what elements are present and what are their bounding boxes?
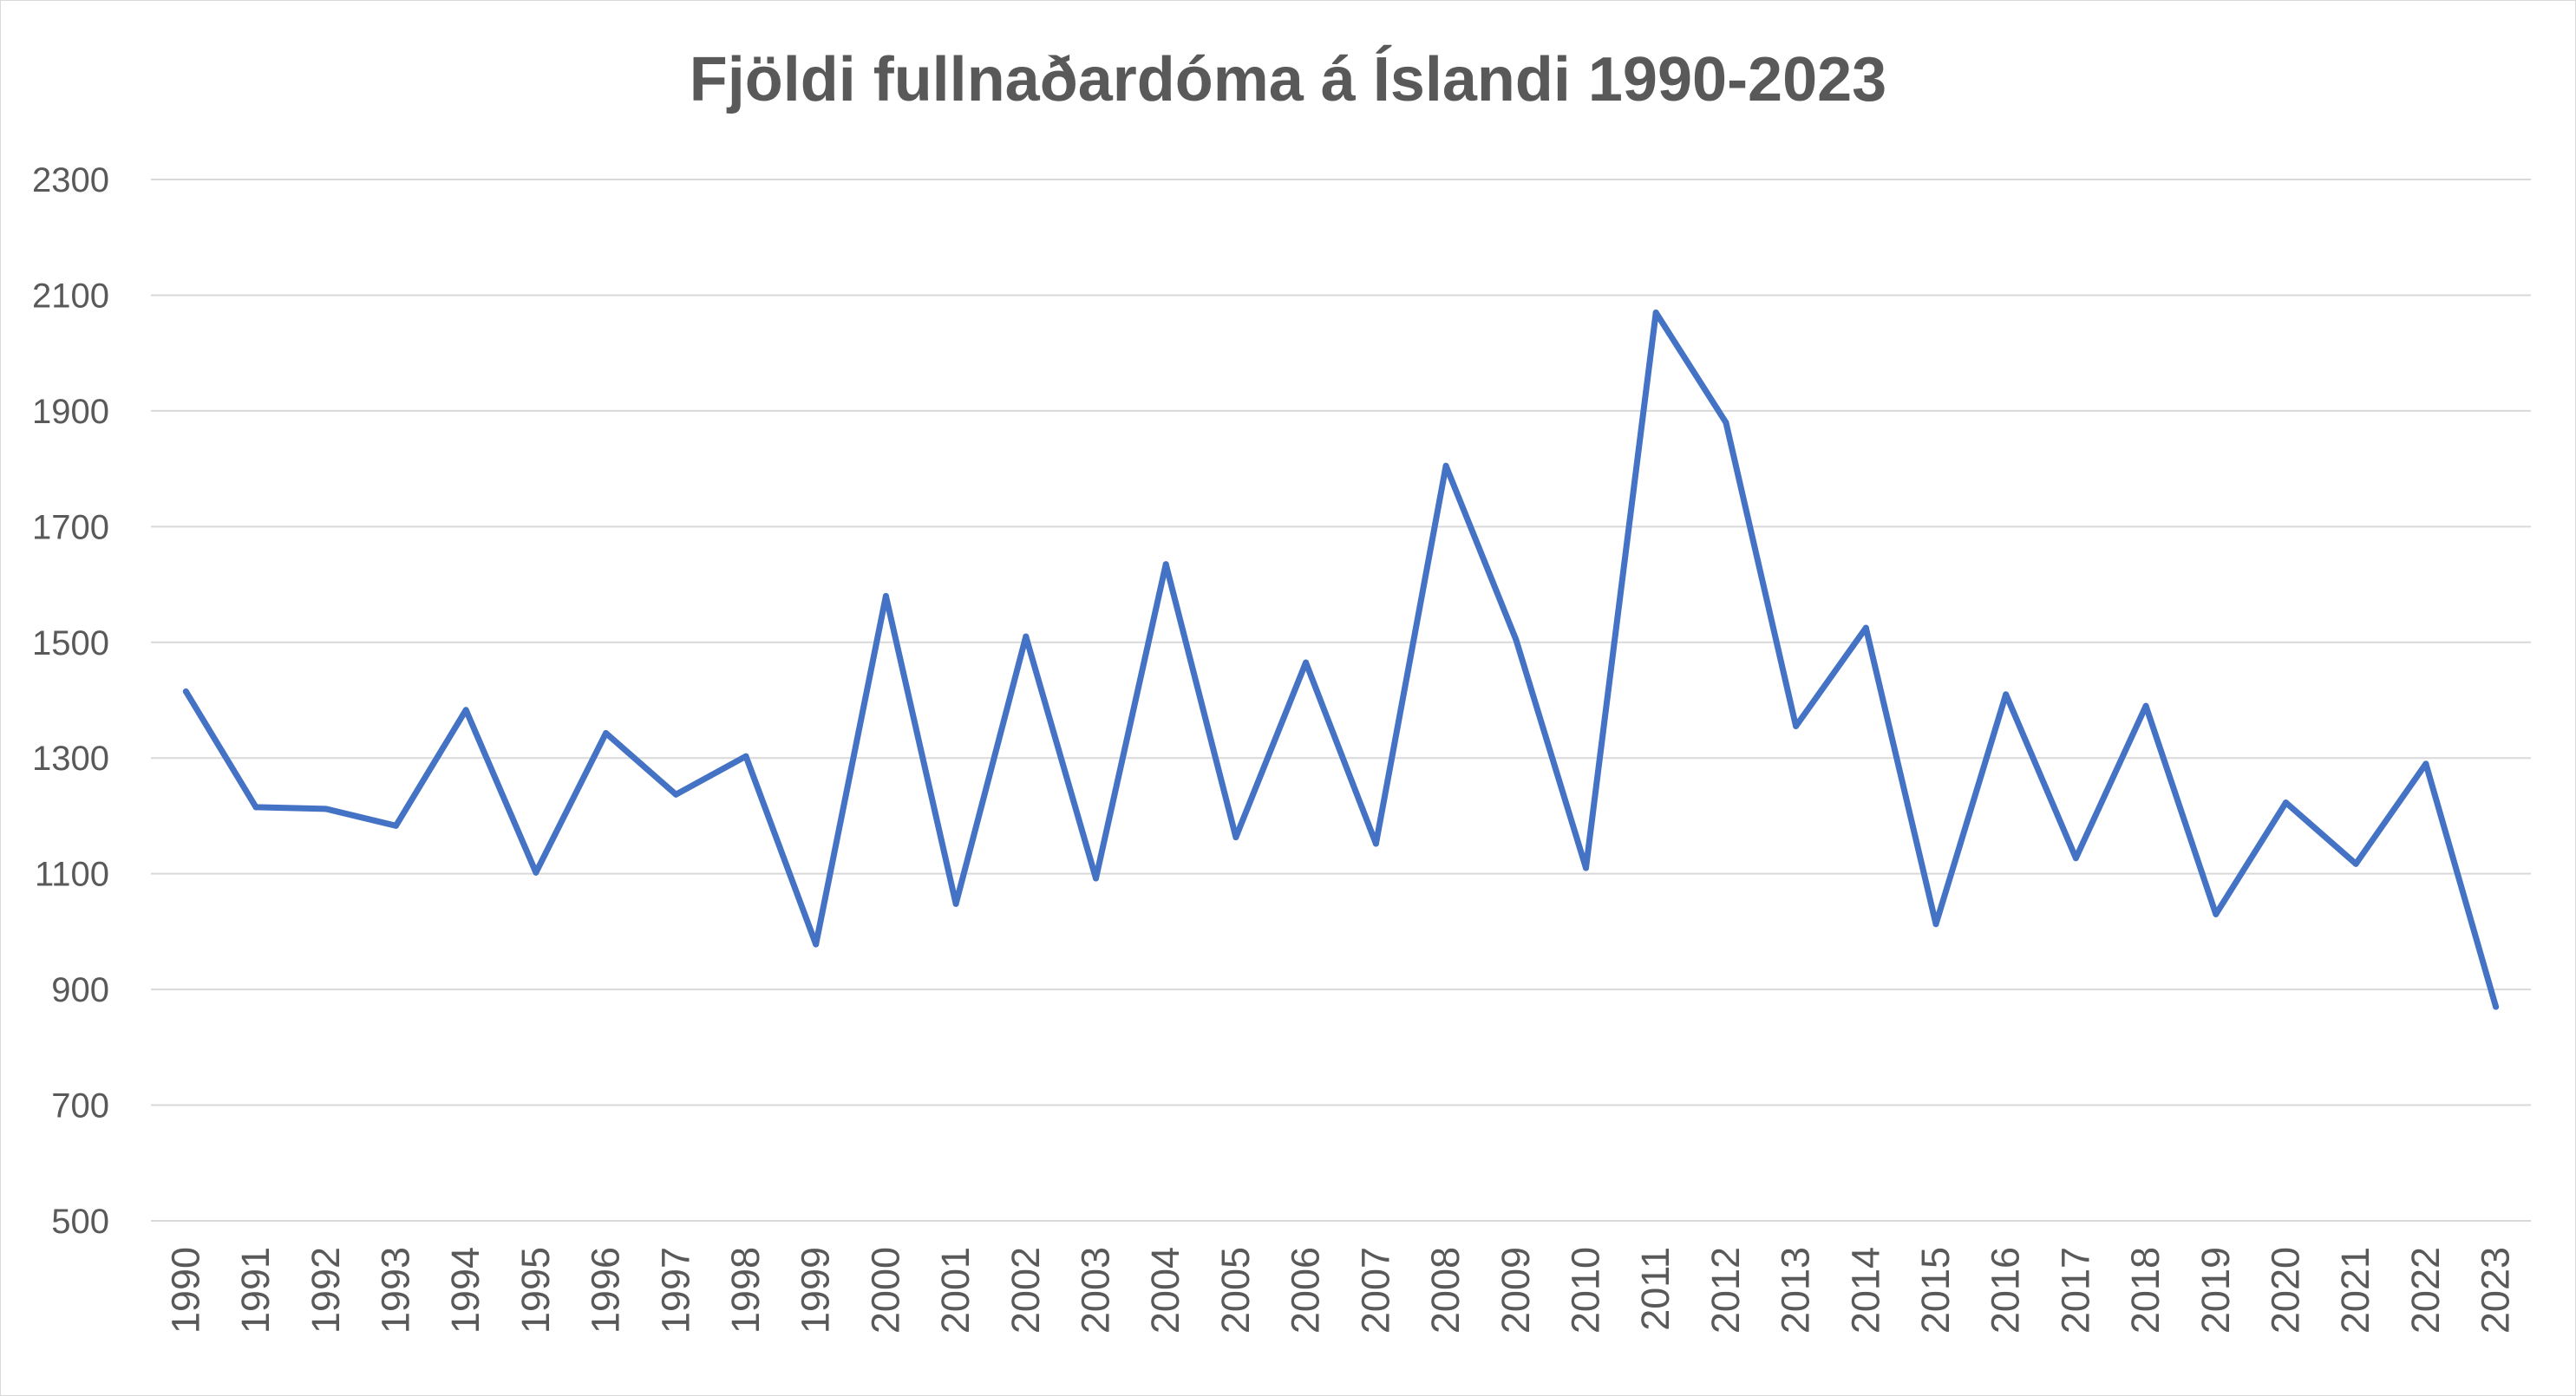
x-tick-label: 1999	[794, 1247, 838, 1334]
x-tick-label: 2013	[1774, 1247, 1818, 1334]
y-tick-label: 1900	[32, 393, 109, 431]
x-tick-label: 2015	[1913, 1247, 1958, 1334]
data-point	[1793, 723, 1800, 730]
data-point	[1232, 834, 1239, 841]
x-tick-label: 2002	[1004, 1247, 1048, 1334]
x-tick-label: 1995	[513, 1247, 558, 1334]
data-point	[1582, 864, 1589, 871]
y-axis-ticks: 500 700 900 1100 1300 1500 1700 1900 2100 2300	[32, 161, 109, 1241]
x-tick-label: 2021	[2333, 1247, 2377, 1334]
series-layer	[182, 309, 2500, 1010]
x-tick-label: 2008	[1423, 1247, 1468, 1334]
x-tick-label: 2016	[1984, 1247, 2028, 1334]
data-point	[2352, 860, 2359, 867]
data-point	[1513, 636, 1520, 643]
x-tick-label: 1994	[443, 1247, 487, 1334]
y-tick-label: 1700	[32, 508, 109, 546]
data-point	[2493, 1003, 2500, 1010]
x-tick-label: 2010	[1563, 1247, 1607, 1334]
y-tick-label: 1300	[32, 740, 109, 778]
x-tick-label: 2017	[2053, 1247, 2097, 1334]
x-tick-label: 2023	[2474, 1247, 2518, 1334]
data-point	[533, 869, 539, 876]
x-tick-label: 2020	[2264, 1247, 2308, 1334]
x-tick-label: 2014	[1843, 1247, 1887, 1334]
data-point	[1652, 309, 1659, 316]
x-tick-label: 1998	[723, 1247, 768, 1334]
data-point	[2283, 799, 2290, 806]
y-tick-label: 700	[51, 1087, 109, 1125]
x-tick-label: 2018	[2123, 1247, 2167, 1334]
data-point	[1372, 840, 1379, 847]
data-point	[1162, 561, 1169, 568]
x-tick-label: 1990	[163, 1247, 207, 1334]
y-tick-label: 900	[51, 971, 109, 1009]
x-tick-label: 2022	[2403, 1247, 2448, 1334]
data-point	[1303, 659, 1310, 666]
data-point	[392, 822, 399, 829]
data-point	[182, 688, 189, 695]
x-tick-label: 1997	[653, 1247, 697, 1334]
y-tick-label: 2300	[32, 161, 109, 199]
data-point	[1862, 624, 1869, 631]
data-point	[2072, 855, 2079, 862]
data-point	[882, 592, 889, 599]
chart-title: Fjöldi fullnaðardóma á Íslandi 1990-2023	[690, 45, 1886, 114]
x-tick-label: 2000	[863, 1247, 907, 1334]
data-point	[2213, 910, 2220, 917]
data-point	[742, 753, 749, 760]
x-tick-label: 2007	[1353, 1247, 1397, 1334]
data-point	[1723, 419, 1729, 426]
y-tick-label: 2100	[32, 277, 109, 315]
x-tick-label: 1992	[304, 1247, 348, 1334]
x-tick-label: 2001	[933, 1247, 977, 1334]
data-point	[1023, 633, 1030, 640]
data-point	[2142, 702, 2149, 709]
series-line	[182, 310, 2500, 1010]
data-point	[462, 707, 469, 714]
data-point	[952, 900, 959, 907]
x-tick-label: 1993	[373, 1247, 417, 1334]
data-point	[1932, 921, 1939, 928]
x-axis-ticks: 1990 1991 1992 1993 1994 1995 1996 1997 1998 1999…	[163, 1247, 2517, 1334]
x-tick-label: 2019	[2194, 1247, 2238, 1334]
x-tick-label: 2004	[1143, 1247, 1187, 1334]
x-tick-label: 1991	[233, 1247, 278, 1334]
data-point	[252, 804, 259, 811]
data-point	[2422, 760, 2429, 767]
x-tick-label: 2006	[1284, 1247, 1328, 1334]
x-tick-label: 2003	[1074, 1247, 1118, 1334]
data-point	[2003, 691, 2010, 698]
data-point	[672, 791, 679, 798]
data-point	[813, 941, 820, 948]
x-tick-label: 2005	[1213, 1247, 1258, 1334]
data-point	[603, 730, 610, 737]
x-tick-label: 2012	[1703, 1247, 1748, 1334]
x-tick-label: 2009	[1494, 1247, 1538, 1334]
x-tick-label: 1996	[584, 1247, 628, 1334]
data-point	[1093, 875, 1100, 882]
x-tick-label: 2011	[1633, 1247, 1677, 1331]
y-tick-label: 500	[51, 1203, 109, 1241]
y-tick-label: 1100	[35, 856, 109, 894]
y-tick-label: 1500	[32, 624, 109, 662]
data-point	[323, 806, 330, 812]
data-point	[1442, 462, 1449, 469]
